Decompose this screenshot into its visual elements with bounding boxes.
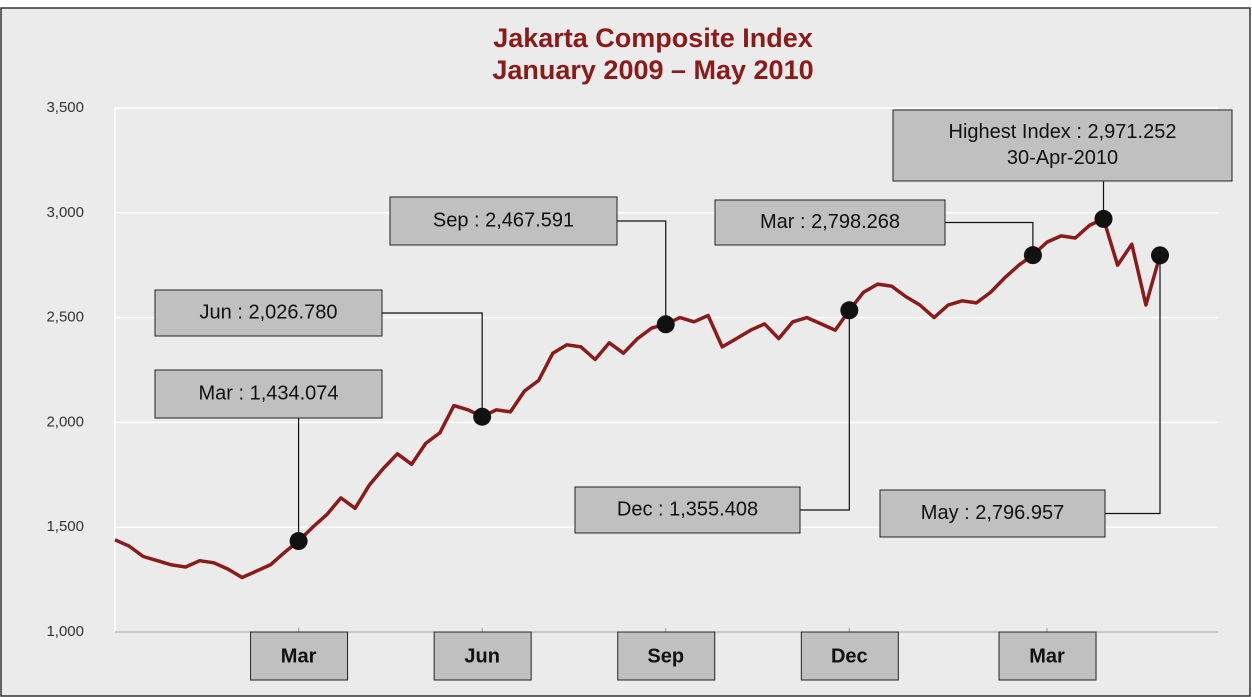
annotation-text: Highest Index : 2,971.252 (949, 121, 1177, 143)
x-label-box (800, 631, 899, 681)
annotation-text: Jun : 2,026.780 (200, 301, 338, 323)
annotation-box (574, 486, 801, 534)
x-label-box (998, 631, 1097, 681)
x-tick-label: Mar (1029, 645, 1065, 667)
x-label-box (617, 631, 716, 681)
highlight-point (656, 315, 675, 334)
series-line (114, 217, 1162, 580)
highlight-point (840, 301, 859, 320)
x-label-box (433, 631, 532, 681)
annotation-text: Mar : 1,434.074 (198, 382, 338, 404)
annotation-box (389, 196, 618, 246)
annotation-text: Mar : 2,798.268 (760, 211, 900, 233)
highlight-point (1151, 246, 1169, 265)
annotation-connector (382, 312, 483, 417)
x-tick-label: Sep (647, 645, 684, 667)
annotation-text: Sep : 2,467.591 (433, 209, 574, 231)
annotation-box (154, 369, 383, 419)
y-tick-label: 1,000 (46, 623, 84, 640)
annotation-text: 30-Apr-2010 (1007, 147, 1118, 169)
chart-title: Jakarta Composite Index (493, 23, 813, 53)
y-tick-label: 3,000 (46, 204, 84, 221)
y-tick-label: 2,500 (46, 309, 84, 326)
annotation-connector (800, 310, 850, 511)
annotation-box (892, 109, 1233, 182)
annotation-connector (1105, 255, 1161, 515)
annotation-text: Dec : 1,355.408 (617, 498, 758, 520)
chart-subtitle: January 2009 – May 2010 (492, 55, 813, 85)
annotation-connector (617, 220, 667, 325)
annotation-box (714, 199, 946, 246)
annotation-box (879, 489, 1106, 538)
highlight-point (473, 407, 492, 426)
x-label-box (250, 631, 349, 681)
annotation-box (154, 289, 383, 337)
annotation-connector (945, 221, 1034, 256)
highlight-point (1094, 209, 1113, 228)
y-tick-label: 1,500 (46, 518, 84, 535)
x-tick-label: Mar (281, 645, 317, 667)
x-tick-label: Jun (464, 645, 500, 667)
x-tick-label: Dec (831, 645, 868, 667)
y-tick-label: 3,500 (46, 99, 84, 116)
annotation-text: May : 2,796.957 (921, 502, 1064, 524)
y-tick-label: 2,000 (46, 413, 84, 430)
highlight-point (1023, 246, 1042, 265)
highlight-point (289, 532, 308, 551)
